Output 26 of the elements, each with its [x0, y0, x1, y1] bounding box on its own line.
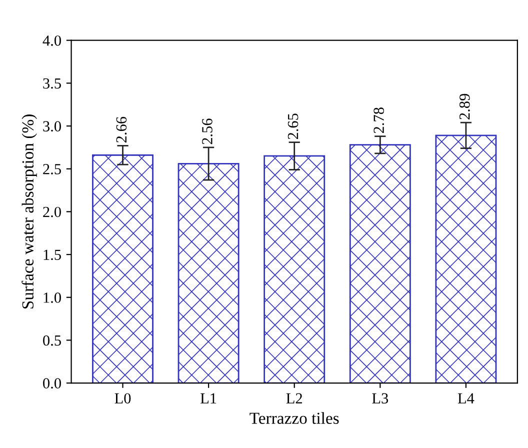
y-tick-label: 1.0: [44, 292, 61, 303]
x-tick-label: L4: [458, 393, 474, 404]
x-tick-label: L0: [114, 393, 131, 404]
data-label: 2.65: [288, 114, 298, 140]
bar: [435, 134, 497, 384]
x-tick-label: L1: [200, 393, 216, 404]
data-label: 2.56: [202, 118, 212, 144]
x-tick-label: L3: [372, 393, 388, 404]
bar: [264, 155, 326, 384]
data-label: 2.66: [116, 116, 127, 142]
bar: [92, 154, 154, 384]
y-tick-label: 4.0: [42, 35, 61, 46]
y-tick-label: 0.0: [43, 378, 61, 389]
x-tick-label: L2: [286, 393, 302, 404]
y-tick-label: 2.0: [43, 206, 61, 218]
y-tick-label: 2.5: [43, 164, 61, 174]
y-tick-label: 1.5: [44, 250, 61, 260]
x-axis-title: Terrazzo tiles: [250, 412, 339, 424]
y-tick-label: 3.0: [43, 121, 61, 132]
bar: [178, 163, 240, 384]
y-tick-label: 0.5: [43, 335, 61, 346]
data-label: 2.89: [459, 94, 470, 120]
data-label: 2.78: [374, 108, 384, 134]
bar: [349, 144, 411, 384]
y-axis-title: Surface water absorption (%): [22, 114, 37, 308]
y-tick-label: 3.5: [43, 78, 61, 89]
